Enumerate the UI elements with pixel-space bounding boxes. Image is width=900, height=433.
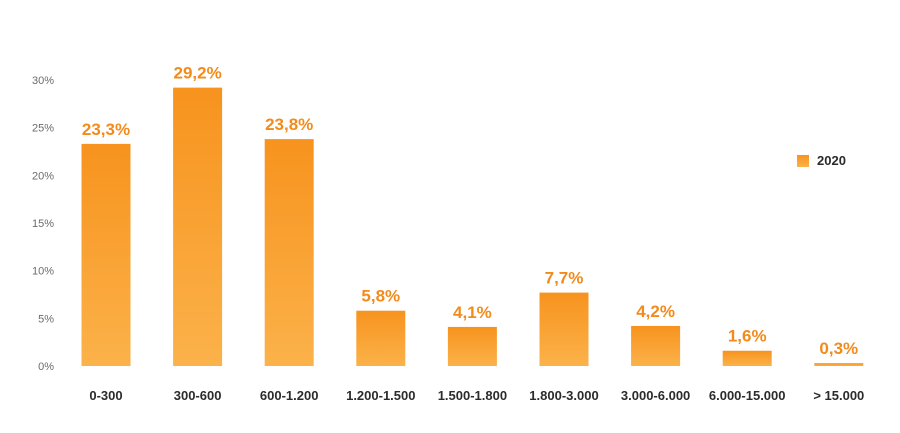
bar-4 xyxy=(356,310,406,366)
data-label: 29,2% xyxy=(173,64,221,83)
x-tick-label: 3.000-6.000 xyxy=(621,388,690,403)
x-tick-label: 0-300 xyxy=(89,388,122,403)
bars: 23,3% 29,2% 23,8% 5,8% 4,1% 7,7% 4,2% 1,6% 0,3% xyxy=(81,64,864,367)
bar-6 xyxy=(539,292,589,366)
data-label: 1,6% xyxy=(728,327,767,346)
y-tick-label: 30% xyxy=(32,75,54,87)
legend-label-2020: 2020 xyxy=(817,153,846,168)
data-label: 4,2% xyxy=(636,302,675,321)
bar-9 xyxy=(814,363,864,366)
data-label: 0,3% xyxy=(819,339,858,358)
bar-5 xyxy=(447,326,497,366)
data-label: 23,3% xyxy=(82,120,130,139)
bar-8 xyxy=(722,350,772,366)
y-tick-label: 5% xyxy=(38,313,54,325)
y-tick-label: 20% xyxy=(32,170,54,182)
y-tick-label: 25% xyxy=(32,123,54,135)
x-tick-label: 1.200-1.500 xyxy=(346,388,415,403)
bar-3 xyxy=(264,139,314,366)
x-tick-label: 600-1.200 xyxy=(260,388,319,403)
bar-7 xyxy=(631,325,681,366)
legend-swatch-2020 xyxy=(797,155,809,167)
y-axis: 0% 5% 10% 15% 20% 25% 30% xyxy=(32,75,54,373)
y-tick-label: 15% xyxy=(32,218,54,230)
bar-2 xyxy=(173,87,223,367)
data-label: 23,8% xyxy=(265,115,313,134)
legend: 2020 xyxy=(797,153,846,168)
data-label: 4,1% xyxy=(453,303,492,322)
data-label: 5,8% xyxy=(361,287,400,306)
x-tick-label: 300-600 xyxy=(174,388,222,403)
x-tick-label: 1.500-1.800 xyxy=(438,388,507,403)
x-axis: 0-300 300-600 600-1.200 1.200-1.500 1.500-1.… xyxy=(89,388,864,403)
x-tick-label: 6.000-15.000 xyxy=(709,388,786,403)
y-tick-label: 0% xyxy=(38,361,54,373)
bar-1 xyxy=(81,143,131,366)
x-tick-label: > 15.000 xyxy=(813,388,864,403)
data-label: 7,7% xyxy=(545,269,584,288)
x-tick-label: 1.800-3.000 xyxy=(529,388,598,403)
y-tick-label: 10% xyxy=(32,266,54,278)
